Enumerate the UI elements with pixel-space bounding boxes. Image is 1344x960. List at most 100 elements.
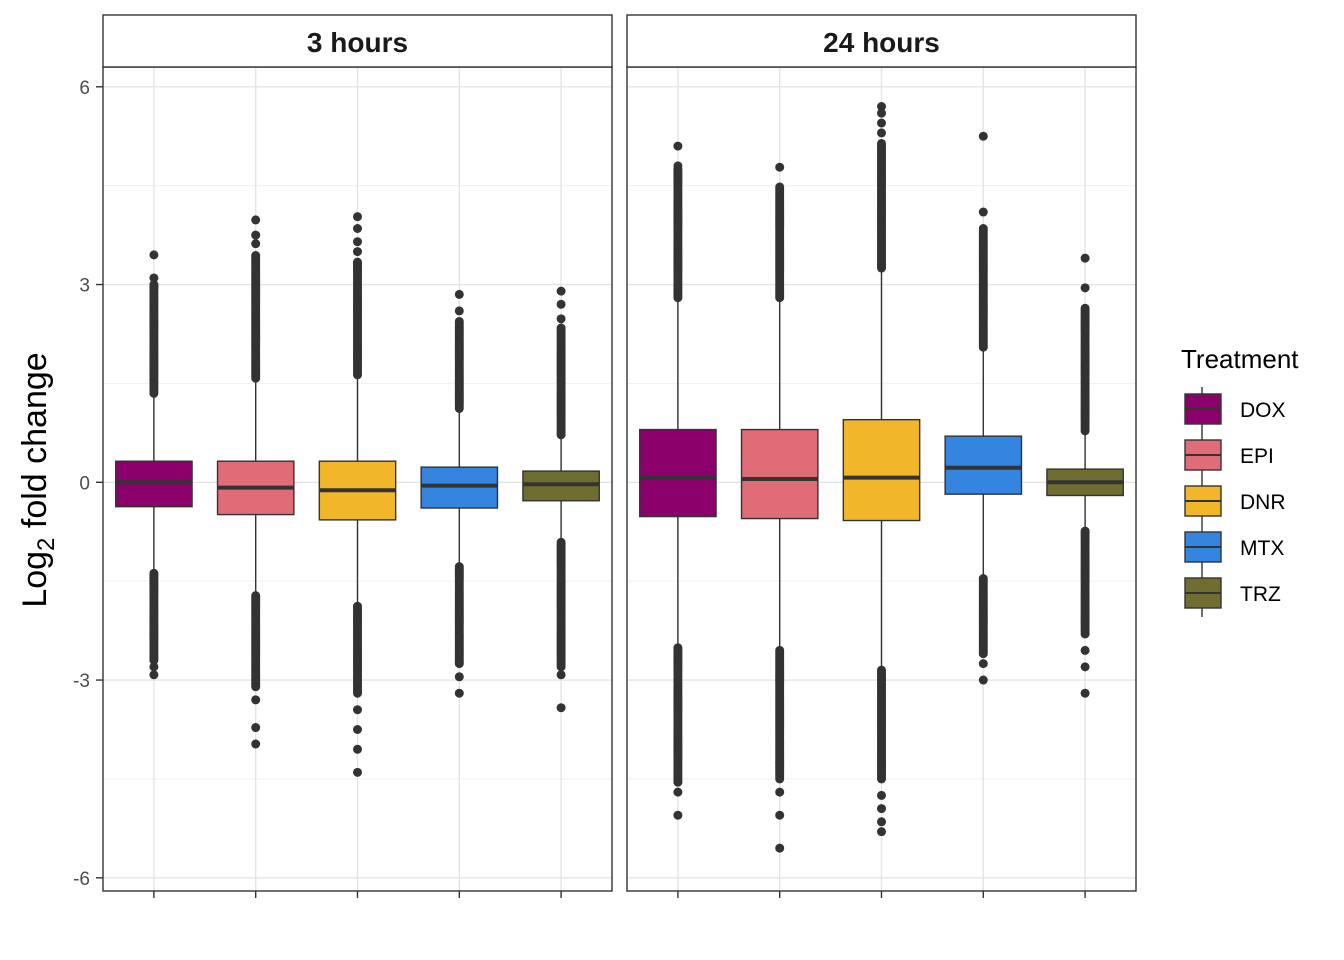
legend-label: DNR — [1240, 491, 1286, 514]
x-axis-ticks — [677, 891, 1086, 898]
outlier-point — [978, 659, 988, 669]
box-body — [639, 428, 717, 518]
outlier-point — [775, 787, 785, 797]
box-body — [740, 428, 819, 520]
outlier-point — [149, 670, 159, 680]
outlier-point — [556, 299, 566, 309]
outlier-point — [556, 670, 566, 680]
outlier-point — [775, 810, 785, 820]
outlier-point — [454, 672, 464, 682]
outlier-point — [251, 723, 261, 733]
outlier-point — [149, 662, 159, 672]
outlier-point — [877, 102, 886, 112]
legend-label: EPI — [1240, 445, 1274, 468]
outlier-point — [978, 131, 988, 141]
outlier-point — [251, 215, 261, 225]
panel-title: 24 hours — [823, 27, 940, 58]
outlier-point — [556, 314, 566, 324]
outlier-point — [775, 182, 785, 192]
outlier-point — [877, 118, 886, 128]
outlier-point — [673, 141, 683, 151]
outlier-point — [556, 703, 566, 713]
outlier-point — [673, 810, 683, 820]
y-tick-label: 3 — [79, 276, 90, 297]
outlier-point — [149, 273, 159, 283]
outlier-point — [353, 237, 362, 247]
y-tick-label: 6 — [79, 78, 90, 99]
box-body — [944, 435, 1023, 495]
outlier-point — [353, 257, 362, 267]
outlier-point — [353, 212, 362, 222]
outlier-point — [978, 207, 988, 217]
outlier-point — [353, 724, 362, 734]
legend-item-mtx: MTX — [1184, 525, 1284, 571]
outlier-point — [454, 306, 464, 316]
outlier-point — [673, 161, 683, 171]
legend-item-dox: DOX — [1184, 387, 1286, 433]
outlier-point — [454, 289, 464, 299]
outlier-point — [978, 224, 988, 234]
panel-strip — [102, 14, 613, 68]
box-epi — [740, 162, 819, 853]
legend-label: TRZ — [1240, 583, 1281, 606]
outlier-point — [353, 224, 362, 234]
outlier-point — [454, 316, 464, 326]
panel-strip — [626, 14, 1137, 68]
legend-item-trz: TRZ — [1184, 571, 1281, 617]
legend-label: MTX — [1240, 537, 1284, 560]
panel-title: 3 hours — [307, 27, 408, 58]
panel-boxes — [639, 102, 1124, 853]
panel-3-hours: 3 hours — [102, 14, 613, 898]
legend-title: Treatment — [1181, 344, 1299, 374]
outlier-point — [978, 675, 988, 685]
legend-item-dnr: DNR — [1184, 479, 1286, 525]
outlier-point — [556, 323, 566, 333]
outlier-point — [251, 695, 261, 705]
box-dnr — [842, 102, 921, 837]
box-dnr — [318, 212, 397, 777]
x-axis-ticks — [153, 891, 562, 898]
box-trz — [522, 286, 600, 713]
outlier-point — [251, 230, 261, 240]
outlier-point — [775, 843, 785, 853]
outlier-point — [673, 787, 683, 797]
legend-item-epi: EPI — [1184, 433, 1274, 479]
outlier-point — [149, 283, 159, 293]
outlier-point — [556, 537, 566, 547]
outlier-point — [454, 688, 464, 698]
outlier-point — [556, 286, 566, 296]
outlier-point — [353, 705, 362, 715]
box-mtx — [944, 131, 1023, 685]
outlier-point — [353, 744, 362, 754]
outlier-point — [1080, 303, 1090, 313]
panel-boxes — [115, 212, 600, 777]
outlier-point — [1080, 645, 1090, 655]
y-tick-label: -6 — [73, 869, 90, 890]
box-mtx — [420, 289, 499, 698]
outlier-point — [877, 128, 886, 138]
y-axis: 6 3 0 -3 -6 — [73, 78, 103, 890]
legend-label: DOX — [1240, 399, 1286, 422]
outlier-point — [775, 162, 785, 172]
outlier-point — [877, 804, 886, 814]
outlier-point — [251, 239, 261, 249]
box-epi — [216, 215, 295, 749]
y-axis-label-base: Log — [16, 551, 54, 608]
box-dox — [115, 250, 193, 680]
outlier-point — [251, 739, 261, 749]
outlier-point — [149, 250, 159, 260]
legend-items: DOX EPI DNR MTX TRZ — [1184, 387, 1286, 617]
y-axis-label-rest: fold change — [16, 352, 54, 537]
outlier-point — [673, 643, 683, 653]
legend: Treatment DOX EPI DNR MTX TRZ — [1181, 344, 1299, 617]
outlier-point — [877, 138, 886, 148]
outlier-point — [251, 251, 261, 261]
box-body — [842, 418, 921, 522]
panel-24-hours: 24 hours — [626, 14, 1137, 898]
box-trz — [1046, 253, 1124, 698]
y-tick-label: 0 — [79, 473, 90, 494]
outlier-point — [353, 247, 362, 257]
outlier-point — [877, 108, 886, 118]
y-tick-label: -3 — [73, 671, 90, 692]
